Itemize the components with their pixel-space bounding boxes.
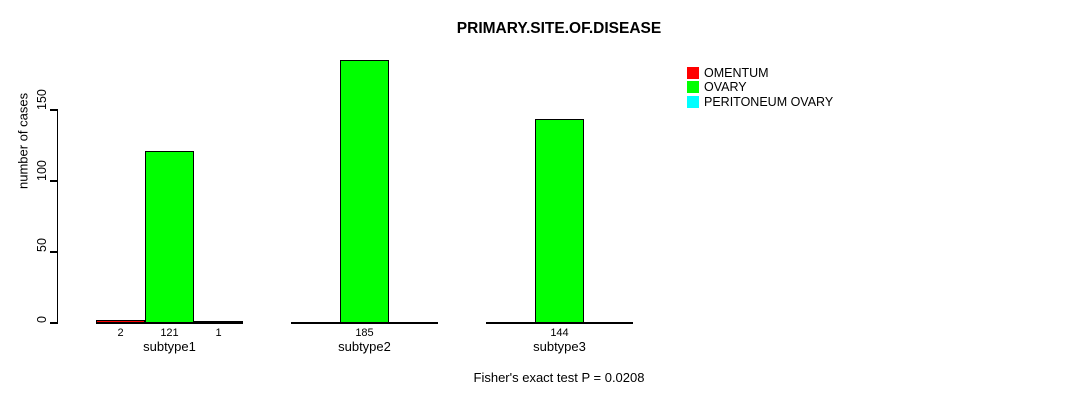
annotation-text: Fisher's exact test P = 0.0208 [473,370,645,385]
y-tick [49,322,57,324]
chart-title: PRIMARY.SITE.OF.DISEASE [456,20,662,37]
legend-row: OVARY [687,80,833,94]
bar-ovary-subtype1 [145,151,194,323]
bar-value-label: 1 [215,327,222,339]
bar-value-label: 185 [355,327,374,339]
y-tick [49,251,57,253]
legend-label: OMENTUM [704,65,769,80]
legend-swatch-icon [687,95,699,108]
y-axis-line [56,109,58,324]
y-tick [49,109,57,111]
legend-label: PERITONEUM OVARY [704,94,834,109]
bar-omentum-subtype1 [96,320,145,323]
category-label: subtype1 [143,339,196,354]
legend-row: PERITONEUM OVARY [687,94,834,109]
legend-label: OVARY [704,80,747,94]
bar-value-label: 121 [160,327,179,339]
legend-row: OMENTUM [687,65,833,80]
category-label: subtype2 [338,339,391,354]
category-label: subtype3 [533,339,586,354]
bar-value-label: 144 [550,327,569,339]
y-tick [49,180,57,182]
bar-value-label: 2 [117,327,124,339]
bar-peritoneum-ovary-subtype1 [194,320,243,323]
bar-ovary-subtype3 [535,118,584,323]
chart-legend: OMENTUM OVARY PERITONEUM OVARY [687,65,834,109]
bar-ovary-subtype2 [340,60,389,323]
legend-swatch-icon [687,81,699,93]
legend-swatch-icon [687,66,699,79]
